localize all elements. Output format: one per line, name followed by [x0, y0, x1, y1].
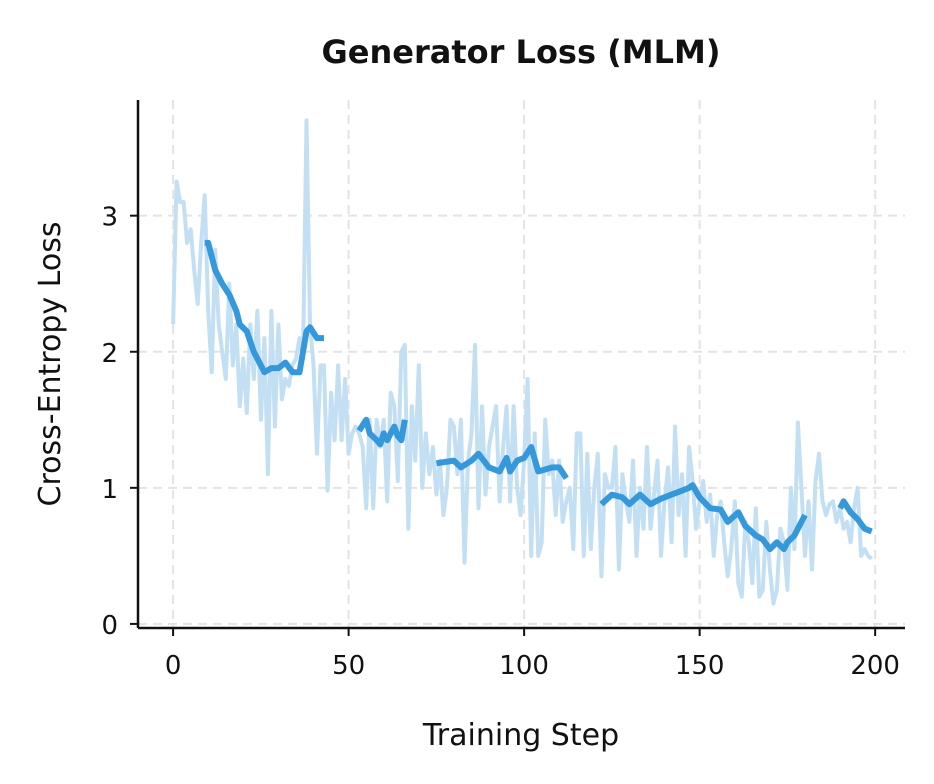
- y-tick-label: 2: [101, 339, 118, 369]
- series-lines: [171, 118, 873, 606]
- x-tick-label: 150: [675, 651, 725, 681]
- x-tick-label: 200: [850, 651, 900, 681]
- y-tick-label: 3: [101, 203, 118, 233]
- smoothed-loss-segment: [204, 239, 324, 376]
- axes: 0 50 100 150 200 0 1 2 3: [101, 100, 905, 681]
- x-tick-label: 0: [165, 651, 182, 681]
- smoothed-loss-segment: [435, 444, 569, 480]
- chart-title: Generator Loss (MLM): [322, 33, 721, 71]
- y-tick-label: 1: [101, 475, 118, 505]
- smoothed-loss-segment: [837, 498, 873, 535]
- x-tick-label: 100: [499, 651, 549, 681]
- y-tick-label: 0: [101, 611, 118, 641]
- x-axis-label: Training Step: [422, 718, 619, 753]
- smoothed-loss-segment: [599, 482, 808, 553]
- y-axis-label: Cross-Entropy Loss: [33, 222, 68, 507]
- x-tick-label: 50: [332, 651, 365, 681]
- smoothed-loss-segment: [356, 416, 408, 448]
- raw-loss-line: [171, 118, 873, 606]
